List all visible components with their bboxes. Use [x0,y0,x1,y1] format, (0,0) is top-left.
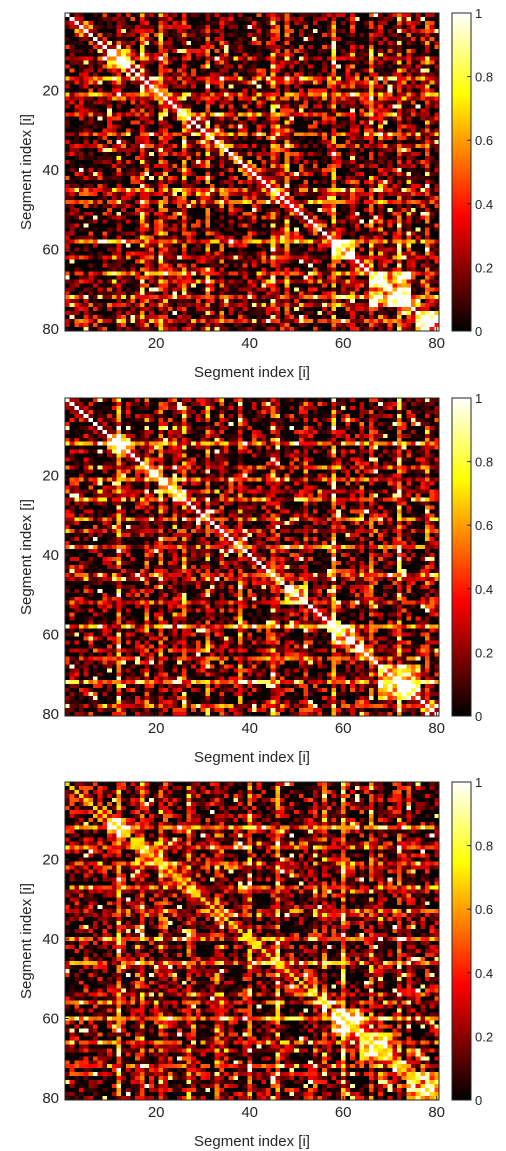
y-tick-label: 40 [42,547,59,564]
y-tick-label: 20 [42,468,59,485]
heatmap-image-3 [65,782,439,1100]
colorbar-tick-label: 0.4 [475,582,493,597]
colorbar-tick-label: 0.2 [475,1029,493,1044]
colorbar-tick-label: 0.8 [475,455,493,470]
colorbar-tick-label: 0.4 [475,966,493,981]
y-tick-label: 80 [42,1090,59,1107]
x-tick-label: 80 [428,1104,445,1121]
x-tick-label: 40 [241,720,258,737]
colorbar-tick-label: 0.8 [475,839,493,854]
plot-area-frame-3 [64,781,440,1101]
heatmap-panel-3: 20 40 60 80 20 40 60 80 Segment index [i] Segm… [18,775,493,1150]
x-axis-label-1: Segment index [i] [194,364,310,381]
y-tick-label: 80 [42,706,59,723]
y-ticks-3: 20 40 60 80 [42,852,69,1107]
colorbar-3 [451,781,472,1101]
y-axis-label-1: Segment index [i] [18,114,35,230]
colorbar-tick-label: 0 [475,324,482,339]
colorbar-tick-label: 0.2 [475,645,493,660]
colorbar-tick-label: 0 [475,709,482,724]
colorbar-tick-label: 0.8 [475,70,493,85]
y-tick-label: 80 [42,321,59,338]
colorbar-tick-label: 1 [475,775,482,790]
plot-area-frame-1 [64,12,440,332]
x-tick-label: 60 [335,720,352,737]
y-tick-label: 60 [42,627,59,644]
heatmap-image-2 [65,398,439,716]
x-ticks-3: 20 40 60 80 [148,1096,445,1121]
colorbar-tick-label: 1 [475,6,482,21]
colorbar-tick-label: 0.2 [475,260,493,275]
x-tick-label: 60 [335,1104,352,1121]
x-ticks-2: 20 40 60 80 [148,712,445,737]
y-tick-label: 60 [42,242,59,259]
x-ticks-1: 20 40 60 80 [148,327,445,352]
colorbar-tick-label: 1 [475,391,482,406]
colorbar-tick-label: 0.6 [475,518,493,533]
colorbar-1 [451,12,472,332]
x-tick-label: 80 [428,720,445,737]
colorbar-tick-label: 0.4 [475,197,493,212]
colorbar-tick-label: 0 [475,1093,482,1108]
colorbar-tick-label: 0.6 [475,902,493,917]
colorbar-2 [451,397,472,717]
x-tick-label: 40 [241,335,258,352]
x-tick-label: 80 [428,335,445,352]
y-axis-label-3: Segment index [i] [18,883,35,999]
colorbar-ticks-2: 0 0.2 0.4 0.6 0.8 1 [467,391,493,724]
plot-area-frame-2 [64,397,440,717]
x-tick-label: 20 [148,720,165,737]
x-tick-label: 60 [335,335,352,352]
x-tick-label: 40 [241,1104,258,1121]
x-axis-label-2: Segment index [i] [194,749,310,766]
x-tick-label: 20 [148,1104,165,1121]
colorbar-tick-label: 0.6 [475,133,493,148]
colorbar-ticks-1: 0 0.2 0.4 0.6 0.8 1 [467,6,493,339]
heatmap-panel-1: 20 40 60 80 20 40 60 80 Segment index [i] Segm… [18,6,493,381]
y-tick-label: 20 [42,83,59,100]
y-tick-label: 60 [42,1011,59,1028]
x-axis-label-3: Segment index [i] [194,1133,310,1150]
y-tick-label: 40 [42,162,59,179]
heatmap-panel-2: 20 40 60 80 20 40 60 80 Segment index [i] Segm… [18,391,493,766]
y-tick-label: 20 [42,852,59,869]
x-tick-label: 20 [148,335,165,352]
y-ticks-1: 20 40 60 80 [42,83,69,338]
y-axis-label-2: Segment index [i] [18,499,35,615]
y-tick-label: 40 [42,931,59,948]
colorbar-ticks-3: 0 0.2 0.4 0.6 0.8 1 [467,775,493,1108]
heatmap-image-1 [65,13,439,331]
y-ticks-2: 20 40 60 80 [42,468,69,723]
